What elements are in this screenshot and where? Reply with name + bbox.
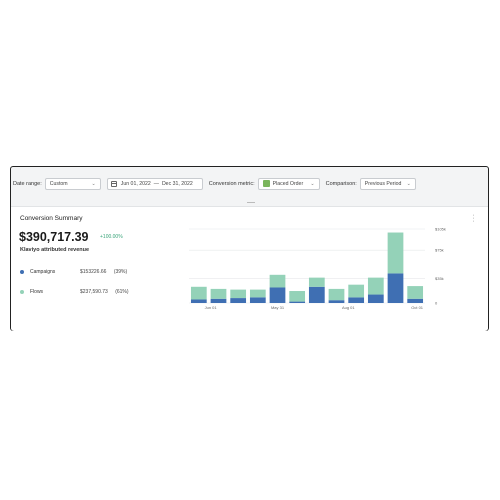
- campaigns-percent: (39%): [113, 269, 128, 275]
- bar-flows: [308, 277, 325, 287]
- x-tick-label: May 31: [271, 305, 285, 310]
- comparison-select[interactable]: Previous Period ⌄: [359, 177, 416, 190]
- bar-flows: [407, 286, 424, 299]
- comparison-value: Previous Period: [364, 180, 402, 187]
- bar-campaigns: [230, 298, 247, 303]
- campaigns-dot-icon: [20, 270, 24, 274]
- shopify-icon: [262, 180, 270, 187]
- x-tick-label: Oct 01: [411, 305, 424, 310]
- x-tick-label: Aug 01: [342, 305, 355, 310]
- legend-value: $237,590.73 (61%): [80, 289, 129, 295]
- bar-campaigns: [348, 297, 365, 303]
- legend-name: Flows: [30, 289, 44, 295]
- bar-campaigns: [387, 273, 404, 303]
- campaigns-revenue: $153226.66: [80, 269, 107, 275]
- revenue-dashboard-panel: Date range: Custom ⌄ Jun 01, 2022 — Dec …: [10, 166, 489, 331]
- conversion-summary-card: Conversion Summary · · · $390,717.39 +100.…: [11, 206, 488, 331]
- conversion-metric-value: Placed Order: [272, 180, 304, 187]
- start-date: Jun 01, 2022: [120, 180, 151, 187]
- revenue-change-badge: +100.00%: [100, 234, 123, 240]
- bar-flows: [289, 291, 306, 302]
- y-tick-label: $35k: [435, 276, 444, 281]
- legend-item-flows: Flows $237,590.73 (61%): [20, 289, 129, 295]
- calendar-icon: [110, 180, 117, 187]
- legend-value: $153226.66 (39%): [80, 269, 127, 275]
- bar-campaigns: [269, 287, 286, 303]
- end-date: Dec 31, 2022: [161, 180, 193, 187]
- bar-campaigns: [249, 297, 266, 303]
- card-title: Conversion Summary: [20, 215, 83, 222]
- date-separator: —: [153, 180, 159, 187]
- total-revenue: $390,717.39: [19, 230, 89, 244]
- filter-bar: Date range: Custom ⌄ Jun 01, 2022 — Dec …: [11, 167, 488, 200]
- bar-campaigns: [328, 300, 345, 303]
- chevron-down-icon: ⌄: [406, 180, 411, 187]
- conversion-metric-label: Conversion metric:: [208, 180, 255, 187]
- date-range-value: Custom: [49, 180, 68, 187]
- legend-item-campaigns: Campaigns $153226.66 (39%): [20, 269, 127, 275]
- bar-flows: [387, 232, 404, 274]
- date-range-label: Date range:: [13, 180, 42, 187]
- bar-flows: [348, 284, 365, 298]
- bar-flows: [367, 277, 384, 295]
- y-tick-label: 0: [435, 301, 438, 306]
- bar-flows: [190, 286, 207, 300]
- y-tick-label: $75k: [435, 248, 444, 253]
- date-range-select[interactable]: Custom ⌄: [44, 177, 101, 190]
- bar-campaigns: [308, 286, 325, 303]
- bar-flows: [269, 274, 286, 288]
- bar-campaigns: [289, 301, 306, 303]
- chevron-down-icon: ⌄: [310, 180, 315, 187]
- bar-campaigns: [210, 298, 227, 303]
- bar-campaigns: [367, 294, 384, 303]
- chevron-down-icon: ⌄: [91, 180, 96, 187]
- more-options-icon[interactable]: · · ·: [472, 212, 475, 225]
- bar-flows: [328, 288, 345, 301]
- y-tick-label: $105k: [435, 227, 446, 232]
- bar-flows: [230, 289, 247, 299]
- bar-campaigns: [407, 298, 424, 303]
- bar-flows: [210, 288, 227, 299]
- conversion-metric-select[interactable]: Placed Order ⌄: [257, 177, 320, 190]
- bar-campaigns: [190, 299, 207, 303]
- flows-percent: (61%): [115, 289, 129, 295]
- resize-handle[interactable]: [247, 202, 255, 203]
- bar-flows: [249, 289, 266, 298]
- legend-name: Campaigns: [30, 269, 56, 275]
- x-tick-label: Jun 01: [205, 305, 218, 310]
- flows-revenue: $237,590.73: [80, 289, 108, 295]
- flows-dot-icon: [20, 290, 24, 294]
- attributed-revenue-label: Klaviyo attributed revenue: [20, 247, 90, 253]
- revenue-bar-chart: $105k $75k $35k 0 Jun 01 May 31 Aug 01 Oct 01: [189, 227, 446, 310]
- comparison-label: Comparison:: [325, 180, 357, 187]
- date-picker[interactable]: Jun 01, 2022 — Dec 31, 2022: [106, 177, 203, 190]
